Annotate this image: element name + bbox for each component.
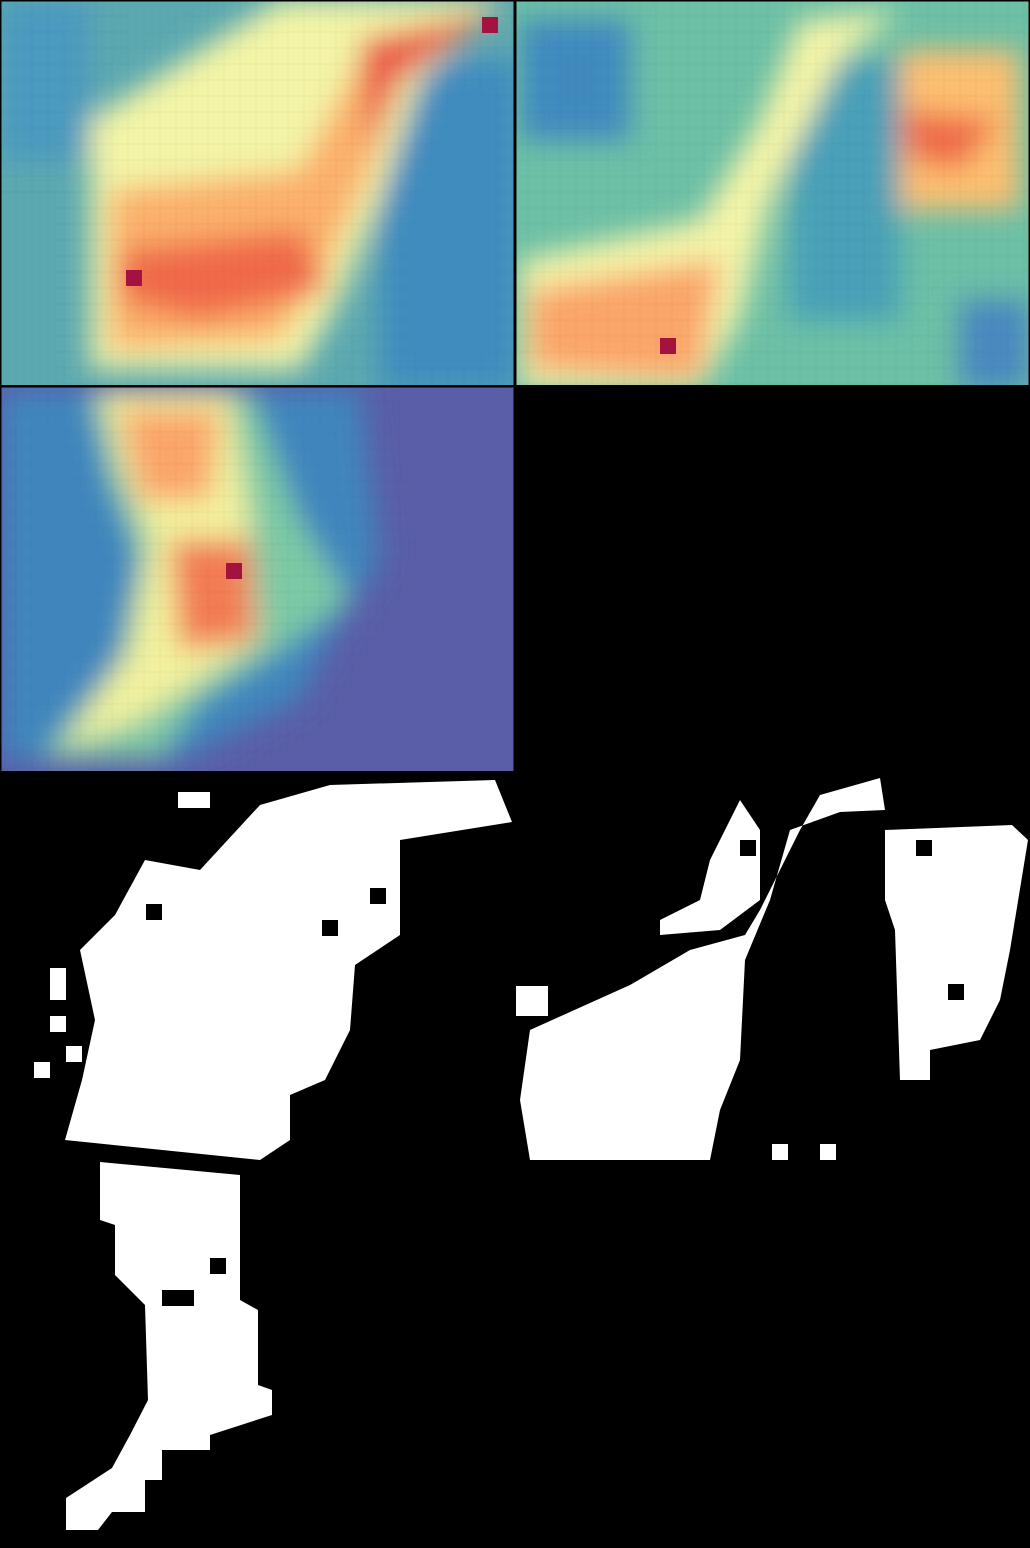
mask-panel (66, 1162, 272, 1530)
mask-region (50, 968, 66, 1000)
heatmap-panel (1, 387, 514, 771)
mask-panel (516, 778, 1028, 1160)
mask-panel (34, 780, 512, 1160)
mask-region (885, 825, 1028, 1080)
heatmap-panel (1, 1, 514, 385)
mask-holes (162, 1258, 226, 1306)
mask-region (820, 1144, 836, 1160)
mask-region (34, 1062, 50, 1078)
mask-region (65, 780, 512, 1160)
mask-region (772, 1144, 788, 1160)
mask-region (178, 792, 210, 808)
mask-holes (740, 840, 964, 1000)
mask-region (516, 986, 548, 1016)
cell-grid (1, 1, 514, 385)
mask-region (66, 1162, 272, 1530)
mask-region (660, 800, 760, 935)
mask-holes (146, 888, 386, 936)
mask-region (66, 1046, 82, 1062)
cell-grid (1, 387, 514, 771)
heatmap-panel (516, 1, 1029, 385)
panel-border (0, 385, 516, 774)
cell-grid (516, 1, 1029, 385)
mask-region (50, 1016, 66, 1032)
mask-region (520, 778, 885, 1160)
